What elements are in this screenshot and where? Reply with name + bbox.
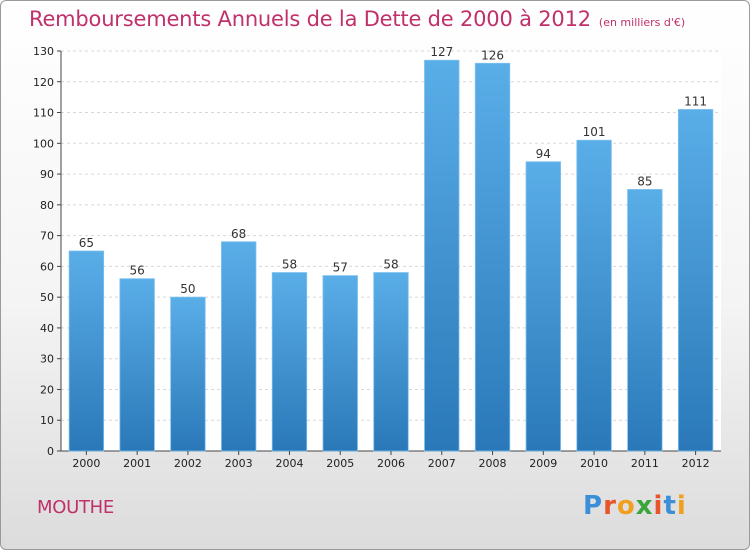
bar-2010 (576, 139, 612, 452)
x-tick-label: 2007 (428, 457, 456, 470)
x-tick-label: 2008 (479, 457, 507, 470)
x-tick-label: 2006 (377, 457, 405, 470)
y-tick-label: 130 (33, 45, 54, 58)
x-tick-label: 2012 (682, 457, 710, 470)
logo-letter: x (635, 491, 654, 521)
logo-letter: r (603, 491, 617, 521)
bar-2012 (677, 109, 714, 452)
proxiti-logo: Proxiti (583, 491, 687, 521)
y-tick-label: 70 (40, 230, 54, 243)
data-label-2009: 94 (536, 147, 551, 161)
chart-subtitle: (en milliers d'€) (598, 16, 686, 29)
x-tick-label: 2009 (529, 457, 557, 470)
y-tick-label: 10 (40, 414, 54, 427)
data-label-2002: 50 (180, 282, 195, 296)
bar-2006 (373, 272, 409, 452)
bar-2003 (221, 241, 257, 452)
bar-2011 (627, 189, 663, 452)
bar-2002 (170, 296, 206, 452)
y-tick-label: 120 (33, 76, 54, 89)
bar-2005 (322, 275, 358, 452)
data-label-2005: 57 (333, 261, 348, 275)
x-tick-label: 2004 (275, 457, 303, 470)
bar-2001 (119, 278, 155, 452)
data-label-2004: 58 (282, 258, 297, 272)
bar-2004 (271, 272, 308, 452)
chart-title-row: Remboursements Annuels de la Dette de 20… (29, 7, 685, 31)
x-tick-label: 2010 (580, 457, 608, 470)
data-label-2000: 65 (79, 236, 94, 250)
y-tick-label: 100 (33, 137, 54, 150)
commune-name: MOUTHE (37, 497, 114, 518)
x-tick-label: 2002 (174, 457, 202, 470)
data-label-2010: 101 (583, 125, 606, 139)
y-tick-label: 20 (40, 383, 54, 396)
data-label-2007: 127 (430, 45, 453, 59)
bar-2000 (68, 250, 105, 452)
y-tick-label: 60 (40, 260, 54, 273)
x-tick-label: 2011 (631, 457, 659, 470)
logo-letter: o (616, 491, 636, 521)
y-tick-label: 30 (40, 353, 54, 366)
y-tick-label: 0 (47, 445, 54, 458)
y-tick-label: 80 (40, 199, 54, 212)
data-label-2008: 126 (481, 48, 504, 62)
logo-letter: i (653, 491, 664, 521)
logo-letter: i (676, 491, 687, 521)
y-tick-label: 90 (40, 168, 54, 181)
bar-2007 (424, 59, 460, 452)
chart-title: Remboursements Annuels de la Dette de 20… (29, 7, 591, 31)
x-tick-label: 2005 (326, 457, 354, 470)
bar-2008 (474, 62, 511, 452)
data-label-2012: 111 (684, 94, 707, 108)
x-tick-label: 2001 (123, 457, 151, 470)
logo-letter: P (583, 491, 604, 521)
data-label-2001: 56 (130, 264, 145, 278)
y-tick-label: 40 (40, 322, 54, 335)
x-tick-label: 2000 (72, 457, 100, 470)
bar-2009 (525, 161, 561, 452)
logo-letter: t (663, 491, 677, 521)
data-label-2003: 68 (231, 227, 246, 241)
y-tick-label: 50 (40, 291, 54, 304)
x-tick-label: 2003 (225, 457, 253, 470)
data-label-2011: 85 (637, 174, 652, 188)
y-tick-label: 110 (33, 107, 54, 120)
data-label-2006: 58 (383, 258, 398, 272)
